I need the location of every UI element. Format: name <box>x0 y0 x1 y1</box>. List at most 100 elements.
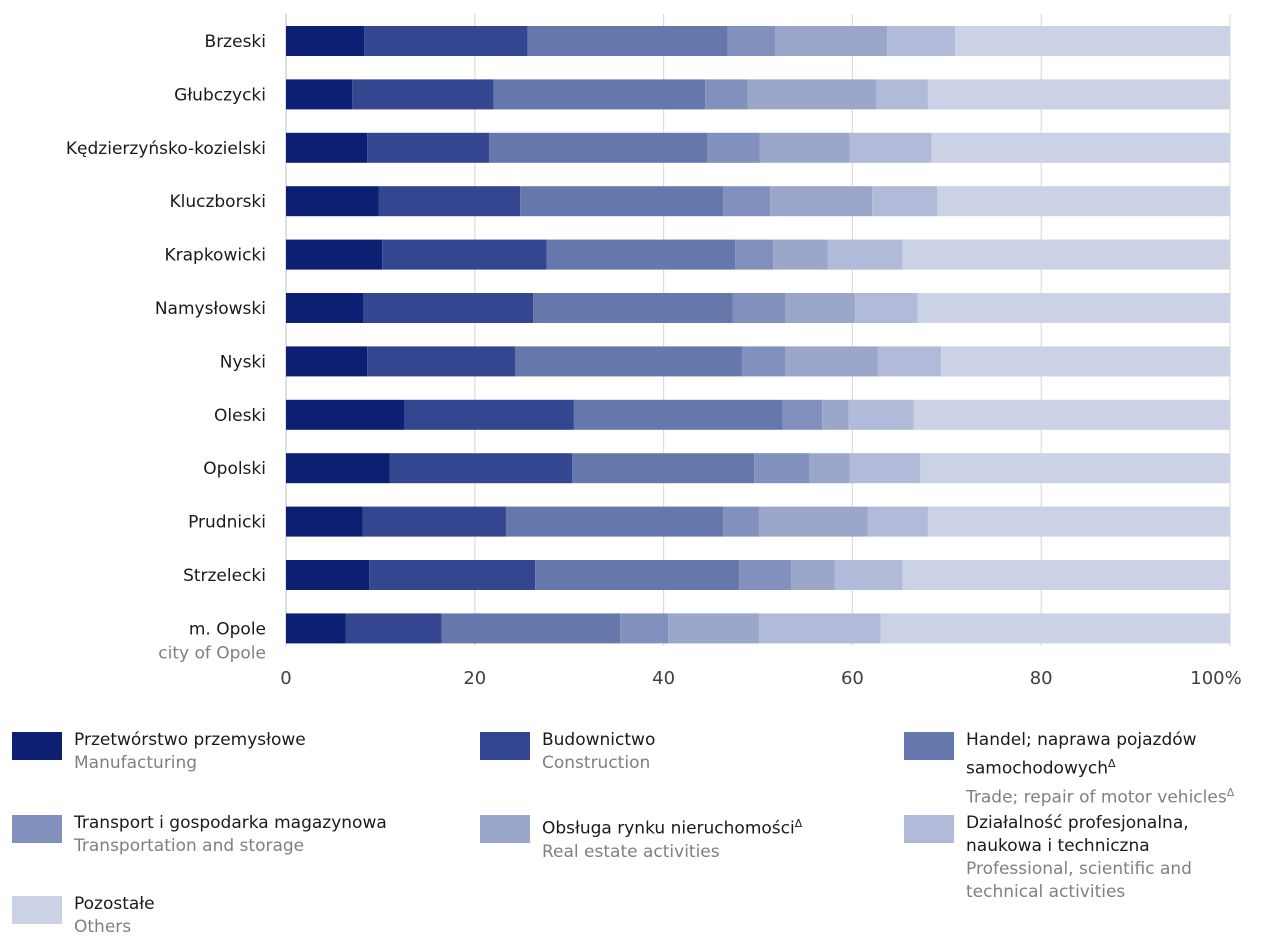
bar-segment <box>727 26 775 56</box>
bar-segment <box>286 506 363 537</box>
bar-segment <box>286 453 390 484</box>
bar-segment <box>535 560 740 590</box>
bar-segment <box>827 239 903 270</box>
bar-segment <box>774 26 888 56</box>
bar-segment <box>872 186 938 217</box>
bar-segment <box>834 560 903 590</box>
x-tick-label: 40 <box>652 668 675 689</box>
bar-segment <box>785 293 856 323</box>
bar-segment <box>286 26 365 56</box>
bar-segment <box>705 79 748 110</box>
category-sublabel: city of Opole <box>158 643 266 663</box>
bar-segment <box>723 186 771 217</box>
bar-segment <box>488 132 708 163</box>
bar-segment <box>773 239 828 270</box>
bar-segment <box>759 132 850 163</box>
bar-segment <box>286 79 353 110</box>
bar-segment <box>758 613 881 644</box>
bar-segment <box>286 239 383 270</box>
bar-segment <box>887 26 956 56</box>
bar-segment <box>782 399 823 430</box>
bar-segment <box>707 132 760 163</box>
bar-segment <box>515 346 742 377</box>
bar-segment <box>877 346 942 377</box>
bar-segment <box>505 506 724 537</box>
bar-segment <box>855 293 918 323</box>
x-tick-labels: 0 20 40 60 80 100% <box>280 668 1241 689</box>
x-tick-label: 100% <box>1190 668 1241 689</box>
bar-segment <box>441 613 621 644</box>
bar-segment <box>739 560 792 590</box>
bar-segment <box>572 453 755 484</box>
bar-segment <box>404 399 574 430</box>
bar-segment <box>369 560 536 590</box>
bar-segment <box>732 293 786 323</box>
bar-segment <box>573 399 783 430</box>
category-label: Brzeski <box>205 32 266 52</box>
bar-segment <box>913 399 1230 430</box>
x-tick-label: 80 <box>1030 668 1053 689</box>
bar-segment <box>937 186 1230 217</box>
bar-segment <box>382 239 547 270</box>
bar-segment <box>520 186 724 217</box>
bar-segment <box>735 239 774 270</box>
bar-segment <box>880 613 1230 644</box>
bars <box>286 26 1230 644</box>
bar-segment <box>941 346 1230 377</box>
bar-segment <box>286 293 364 323</box>
bar-segment <box>754 453 809 484</box>
bar-segment <box>808 453 850 484</box>
bar-segment <box>791 560 835 590</box>
bar-segment <box>917 293 1230 323</box>
bar-segment <box>493 79 706 110</box>
category-label: Kluczborski <box>169 192 266 212</box>
bar-segment <box>770 186 873 217</box>
bar-segment <box>389 453 573 484</box>
x-tick-label: 0 <box>280 668 291 689</box>
category-label: Namysłowski <box>155 299 266 319</box>
bar-segment <box>363 293 534 323</box>
bar-segment <box>286 560 370 590</box>
bar-segment <box>849 453 921 484</box>
category-label: Prudnicki <box>188 513 266 533</box>
category-label: Głubczycki <box>174 85 266 105</box>
bar-segment <box>849 132 932 163</box>
bar-segment <box>785 346 878 377</box>
category-label: Strzelecki <box>183 566 266 586</box>
bar-segment <box>367 132 489 163</box>
bar-segment <box>620 613 669 644</box>
category-label: Nyski <box>220 352 266 372</box>
bar-segment <box>876 79 928 110</box>
bar-segment <box>286 132 368 163</box>
bar-segment <box>902 560 1230 590</box>
category-label: Opolski <box>203 459 266 479</box>
bar-segment <box>286 346 368 377</box>
bar-segment <box>955 26 1230 56</box>
category-labels: Brzeski Głubczycki Kędzierzyńsko-kozielski… <box>66 32 266 663</box>
bar-segment <box>927 506 1230 537</box>
bar-segment <box>352 79 494 110</box>
bar-segment <box>367 346 516 377</box>
category-label: Kędzierzyńsko-kozielski <box>66 139 266 159</box>
bar-segment <box>668 613 759 644</box>
grid-lines <box>285 14 1231 646</box>
bar-segment <box>723 506 759 537</box>
bar-segment <box>527 26 728 56</box>
bar-segment <box>378 186 521 217</box>
bar-segment <box>546 239 736 270</box>
bar-segment <box>533 293 733 323</box>
bar-segment <box>747 79 876 110</box>
x-tick-label: 60 <box>841 668 864 689</box>
bar-segment <box>741 346 786 377</box>
bar-segment <box>920 453 1230 484</box>
bar-segment <box>931 132 1230 163</box>
bar-segment <box>286 399 404 430</box>
bar-segment <box>364 26 528 56</box>
bar-segment <box>362 506 506 537</box>
bar-segment <box>902 239 1230 270</box>
bar-segment <box>286 186 379 217</box>
bar-segment <box>758 506 868 537</box>
category-label: m. Opole <box>189 619 266 639</box>
bar-segment <box>848 399 914 430</box>
